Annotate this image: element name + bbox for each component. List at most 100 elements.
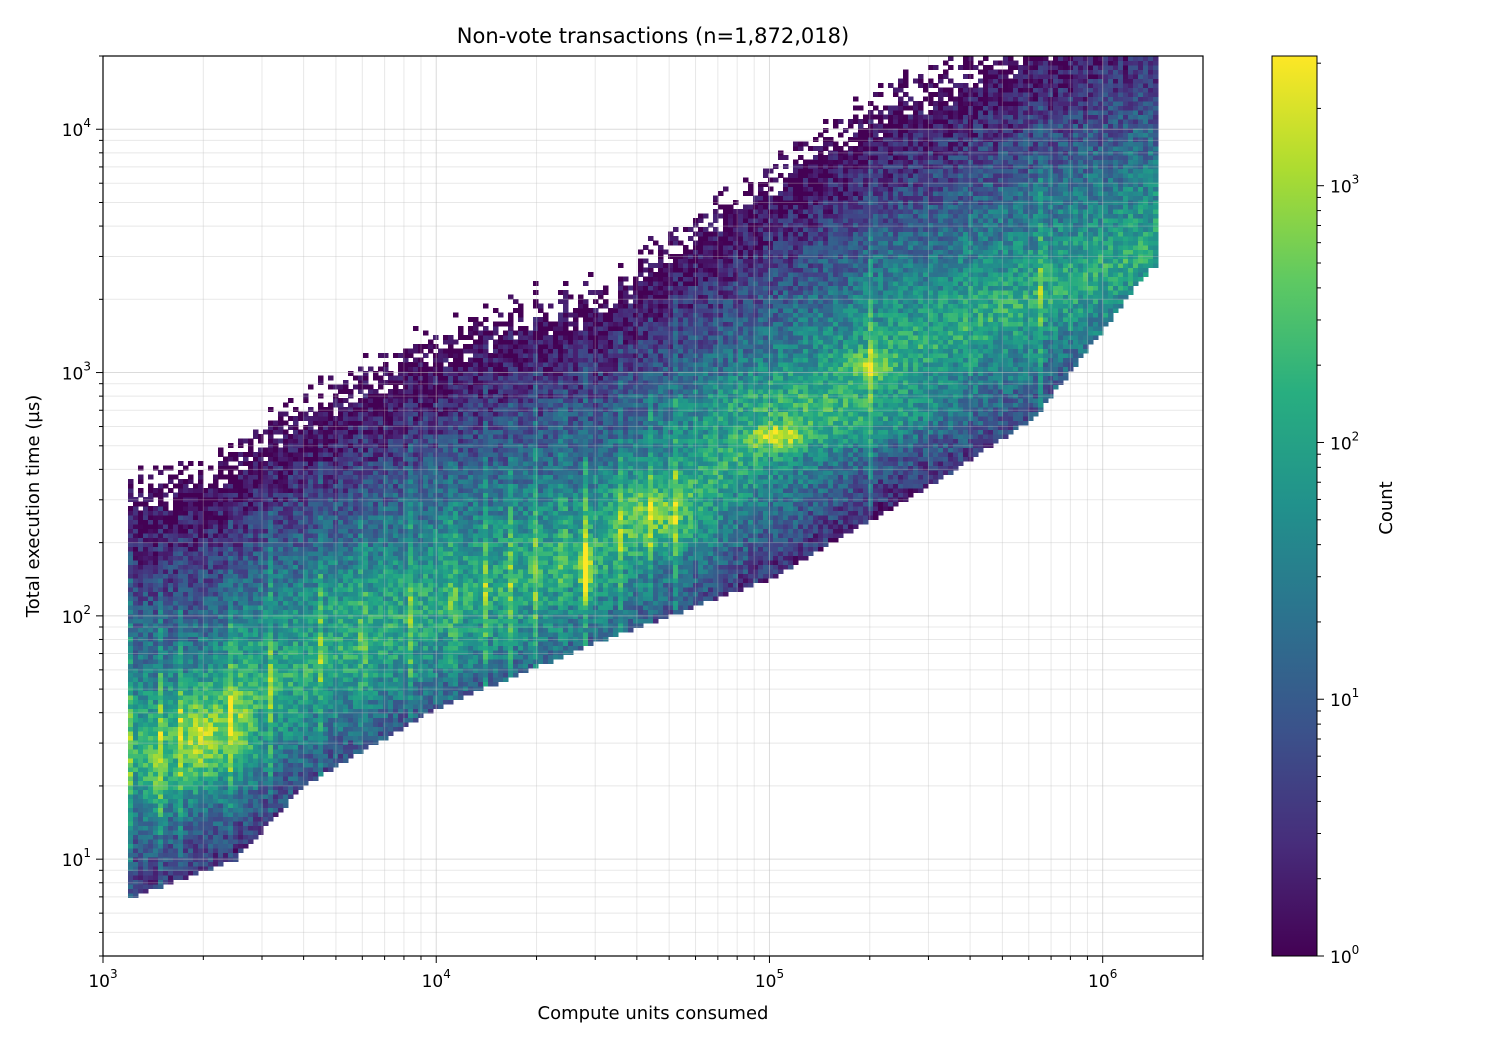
heatmap-cell (148, 803, 154, 808)
heatmap-cell (248, 623, 254, 628)
heatmap-cell (253, 533, 259, 538)
heatmap-cell (243, 834, 249, 840)
heatmap-cell (133, 555, 139, 561)
heatmap-cell (408, 636, 414, 642)
heatmap-cell (228, 542, 234, 547)
heatmap-cell (373, 434, 379, 439)
heatmap-cell (293, 726, 299, 732)
heatmap-cell (333, 443, 339, 448)
heatmap-cell (143, 812, 149, 817)
heatmap-cell (413, 344, 419, 349)
heatmap-cell (328, 425, 334, 430)
heatmap-cell (228, 641, 234, 646)
heatmap-cell (378, 636, 384, 642)
heatmap-cell (223, 582, 229, 588)
heatmap-cell (213, 510, 219, 516)
heatmap-cell (313, 632, 319, 637)
heatmap-cell (178, 708, 184, 714)
heatmap-cell (213, 704, 219, 709)
heatmap-cell (233, 821, 239, 826)
heatmap-cell (403, 564, 409, 570)
heatmap-cell (413, 384, 419, 390)
heatmap-cell (288, 528, 294, 534)
heatmap-cell (213, 537, 219, 543)
heatmap-cell (403, 650, 409, 655)
heatmap-cell (373, 699, 379, 705)
heatmap-cell (268, 677, 274, 682)
heatmap-cell (138, 677, 144, 682)
heatmap-cell (278, 785, 284, 790)
heatmap-cell (153, 564, 159, 570)
heatmap-cell (353, 560, 359, 565)
heatmap-cell (173, 573, 179, 579)
heatmap-cell (318, 443, 324, 448)
heatmap-cell (283, 668, 289, 673)
heatmap-cell (293, 497, 299, 502)
heatmap-cell (328, 407, 334, 412)
heatmap-cell (213, 515, 219, 520)
heatmap-cell (258, 632, 264, 637)
heatmap-cell (138, 578, 144, 583)
heatmap-cell (133, 852, 139, 858)
heatmap-cell (313, 497, 319, 502)
heatmap-cell (378, 501, 384, 507)
heatmap-cell (228, 645, 234, 651)
heatmap-cell (278, 726, 284, 732)
heatmap-cell (303, 474, 309, 480)
heatmap-cell (133, 636, 139, 642)
heatmap-cell (293, 596, 299, 601)
heatmap-cell (233, 744, 239, 750)
heatmap-cell (268, 546, 274, 552)
heatmap-cell (213, 749, 219, 754)
heatmap-cell (208, 627, 214, 633)
heatmap-cell (208, 537, 214, 543)
heatmap-cell (373, 528, 379, 534)
heatmap-cell (278, 573, 284, 579)
heatmap-cell (323, 623, 329, 628)
heatmap-cell (158, 524, 164, 529)
heatmap-cell (393, 672, 399, 678)
heatmap-cell (373, 654, 379, 660)
heatmap-cell (338, 506, 344, 511)
heatmap-cell (288, 479, 294, 484)
heatmap-cell (323, 416, 329, 421)
heatmap-cell (193, 807, 199, 813)
heatmap-cell (303, 573, 309, 579)
heatmap-cell (388, 533, 394, 538)
heatmap-cell (168, 870, 174, 876)
heatmap-cell (248, 744, 254, 750)
heatmap-cell (248, 479, 254, 484)
heatmap-cell (308, 726, 314, 732)
heatmap-cell (218, 708, 224, 714)
heatmap-cell (268, 704, 274, 709)
heatmap-cell (148, 794, 154, 799)
heatmap-cell (308, 569, 314, 574)
heatmap-cell (393, 632, 399, 637)
heatmap-cell (363, 474, 369, 480)
heatmap-cell (223, 515, 229, 520)
heatmap-cell (198, 861, 204, 867)
heatmap-cell (128, 641, 134, 646)
heatmap-cell (233, 614, 239, 619)
heatmap-cell (193, 834, 199, 840)
heatmap-cell (128, 807, 134, 813)
heatmap-cell (213, 731, 219, 736)
heatmap-cell (248, 668, 254, 673)
heatmap-cell (308, 479, 314, 484)
heatmap-cell (348, 627, 354, 633)
heatmap-cell (288, 551, 294, 556)
heatmap-cell (418, 672, 424, 678)
heatmap-cell (373, 614, 379, 619)
heatmap-cell (223, 740, 229, 745)
heatmap-cell (243, 821, 249, 826)
heatmap-cell (213, 474, 219, 480)
heatmap-cell (228, 488, 234, 493)
heatmap-cell (288, 488, 294, 493)
heatmap-cell (198, 488, 204, 493)
heatmap-cell (318, 474, 324, 480)
heatmap-cell (278, 636, 284, 642)
heatmap-cell (188, 645, 194, 651)
heatmap-cell (313, 600, 319, 606)
heatmap-cell (258, 434, 264, 439)
heatmap-cell (328, 600, 334, 606)
